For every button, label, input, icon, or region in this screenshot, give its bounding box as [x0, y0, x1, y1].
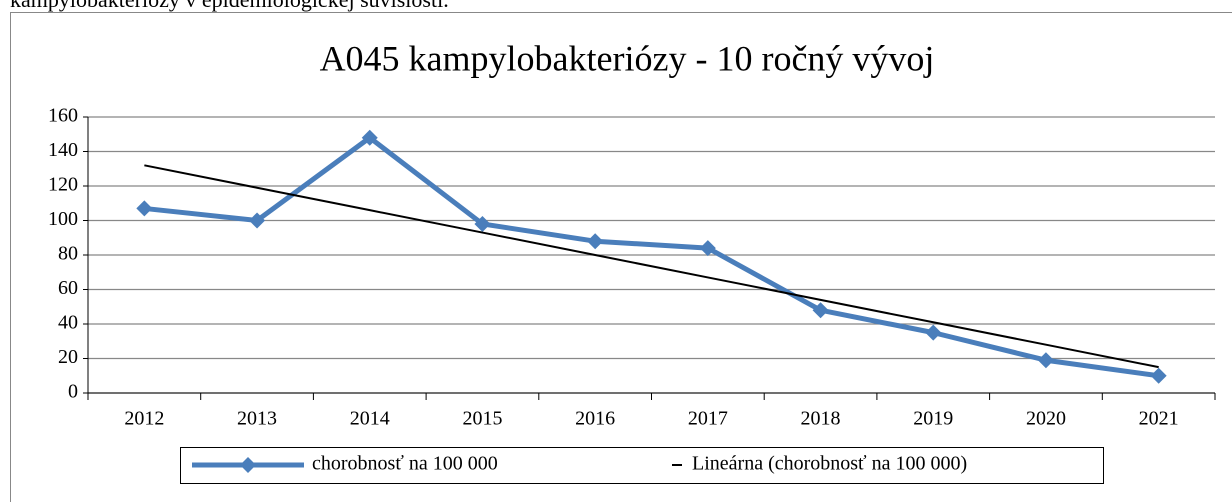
x-tick-label: 2012 [124, 408, 164, 430]
marker [812, 302, 829, 319]
x-tick-label: 2019 [913, 408, 953, 430]
legend-label: chorobnosť na 100 000 [312, 453, 498, 475]
y-tick-label: 140 [48, 139, 78, 161]
x-tick-label: 2018 [801, 408, 841, 430]
y-tick-label: 80 [58, 243, 78, 265]
marker [361, 129, 378, 146]
marker [925, 324, 942, 341]
chart-frame [10, 12, 1232, 502]
legend-box [180, 447, 1104, 484]
chart-title: A045 kampylobakteriózy - 10 ročný vývoj [320, 38, 935, 78]
y-tick-label: 160 [48, 105, 78, 127]
series-line [144, 135, 1159, 379]
x-tick-label: 2013 [237, 408, 277, 430]
y-tick-label: 120 [48, 174, 78, 196]
marker [136, 200, 153, 217]
y-tick-label: 40 [58, 312, 78, 334]
x-tick-label: 2020 [1026, 408, 1066, 430]
marker [249, 212, 266, 229]
x-tick-label: 2015 [462, 408, 502, 430]
marker [474, 215, 491, 232]
marker [587, 233, 604, 250]
series-line [144, 164, 1159, 369]
y-tick-label: 20 [58, 346, 78, 368]
y-tick-label: 100 [48, 208, 78, 230]
legend-label: Lineárna (chorobnosť na 100 000) [692, 453, 967, 475]
x-tick-label: 2016 [575, 408, 615, 430]
y-tick-label: 60 [58, 277, 78, 299]
marker [699, 240, 716, 257]
above-text: kampylobakteriózy v epidemiologickej súv… [10, 0, 449, 13]
legend-marker [240, 457, 256, 473]
marker [1150, 367, 1167, 384]
x-tick-label: 2021 [1139, 408, 1179, 430]
y-tick-label: 0 [68, 381, 78, 403]
marker [1037, 352, 1054, 369]
x-tick-label: 2014 [350, 408, 390, 430]
x-tick-label: 2017 [688, 408, 728, 430]
